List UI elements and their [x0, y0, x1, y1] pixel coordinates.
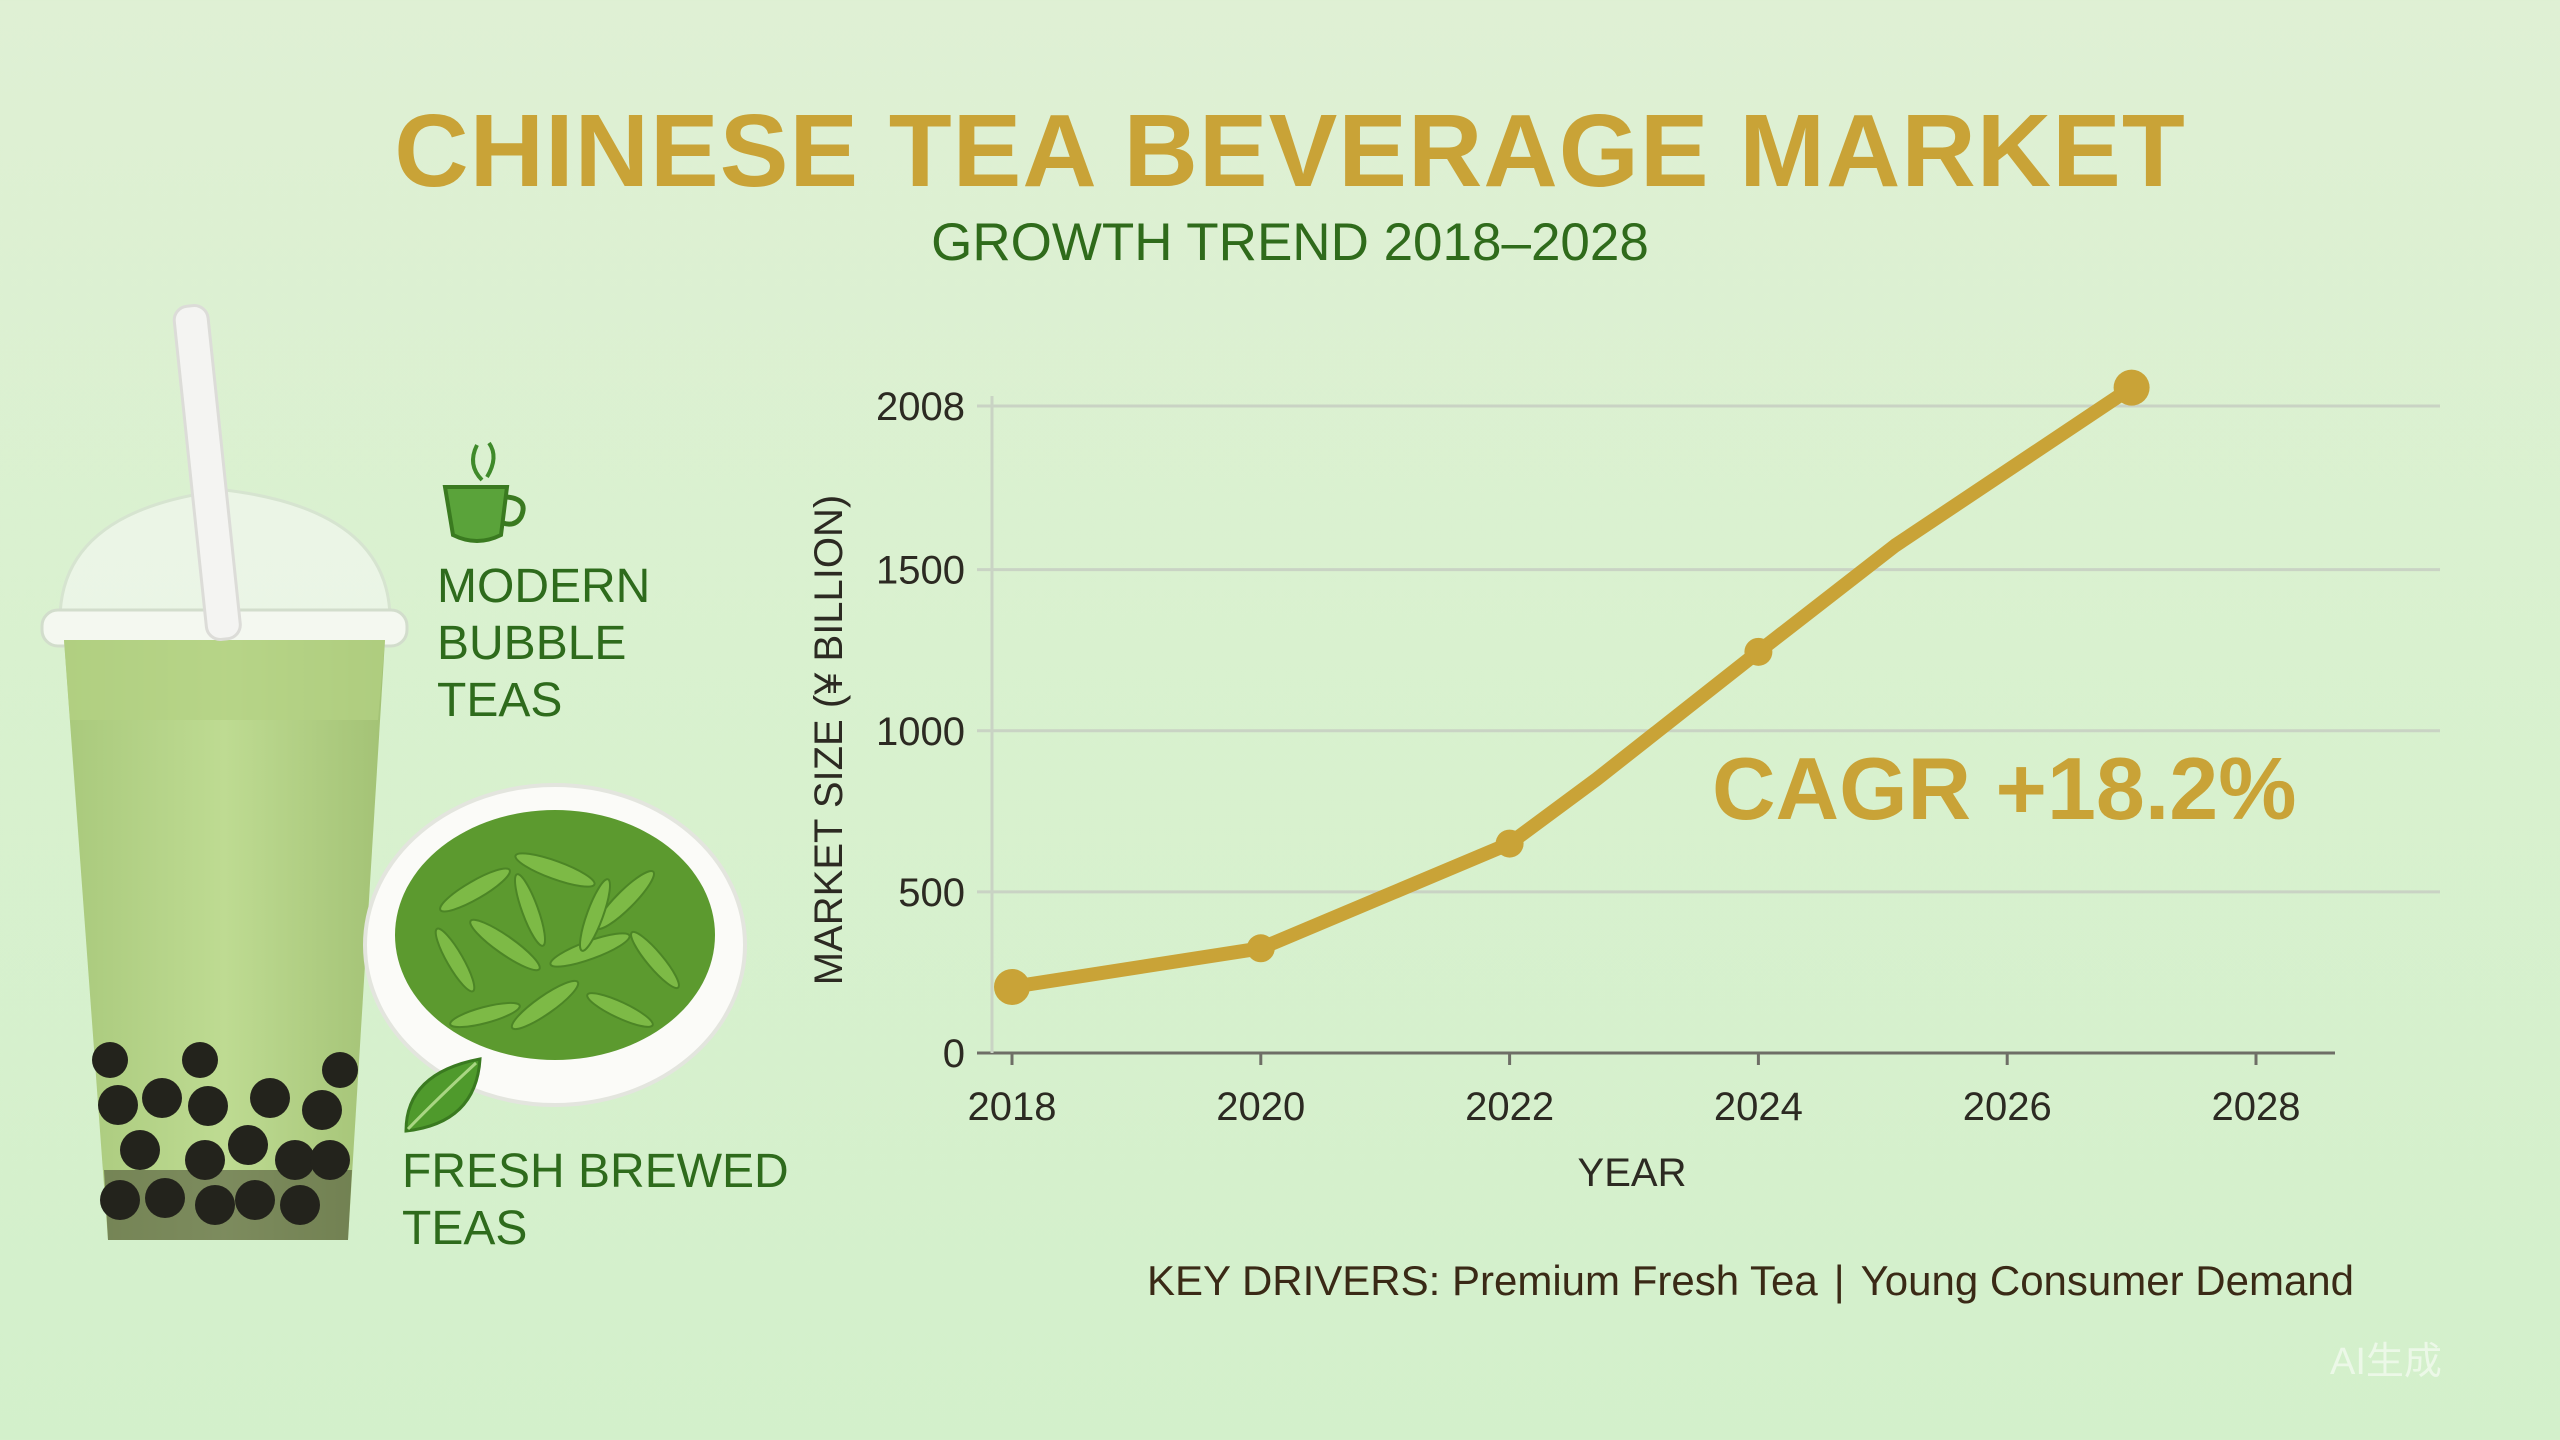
- leaf-icon: [404, 1057, 482, 1133]
- fresh-label-line: TEAS: [402, 1202, 528, 1255]
- x-tick-label: 2020: [1216, 1085, 1305, 1129]
- x-axis-title: YEAR: [1578, 1151, 1687, 1195]
- key-drivers-footer: KEY DRIVERS: Premium Fresh Tea | Young Con…: [1147, 1257, 2354, 1305]
- x-tick-label: 2026: [1963, 1085, 2052, 1129]
- tick-labels: 0 500 1000 1500 2008 2018 2020 2022 2024 2026 2028: [876, 385, 2300, 1129]
- fresh-brewed-teas-label: FRESH BREWED TEAS: [402, 1143, 789, 1257]
- series-line-path: [1005, 380, 2139, 994]
- page-subtitle: GROWTH TREND 2018–2028: [931, 213, 1649, 272]
- tea-leaves-bowl-illustration: [363, 783, 747, 1107]
- chart-axes: [977, 396, 2335, 1065]
- teacup-icon: [442, 441, 526, 543]
- modern-label-line: MODERN: [437, 560, 651, 613]
- watermark: AI生成: [2330, 1341, 2442, 1383]
- x-tick-label: 2022: [1465, 1085, 1554, 1129]
- grid-lines: [977, 404, 2440, 894]
- data-point: [994, 968, 1030, 1005]
- y-tick-label: 500: [898, 871, 965, 915]
- y-tick-label: 1000: [876, 710, 965, 754]
- bubble-tea-cup-illustration: [40, 304, 409, 1240]
- x-tick-label: 2024: [1714, 1085, 1803, 1129]
- fresh-label-line: FRESH BREWED: [402, 1145, 789, 1198]
- data-point: [1246, 934, 1275, 963]
- modern-label-line: BUBBLE: [437, 617, 627, 670]
- x-tick-label: 2028: [2212, 1085, 2301, 1129]
- cagr-annotation: CAGR +18.2%: [1712, 739, 2297, 838]
- y-axis-title: MARKET SIZE (¥ BILLION): [807, 495, 851, 986]
- x-tick-label: 2018: [968, 1085, 1057, 1129]
- y-tick-label: 1500: [876, 549, 965, 593]
- data-point: [1744, 637, 1773, 666]
- page-title: CHINESE TEA BEVERAGE MARKET: [394, 93, 2186, 208]
- series-line: [1005, 380, 2139, 994]
- y-tick-label: 2008: [876, 385, 965, 429]
- modern-label-line: TEAS: [437, 674, 563, 727]
- data-point: [1495, 829, 1524, 858]
- modern-bubble-teas-label: MODERN BUBBLE TEAS: [437, 558, 650, 729]
- data-points: [994, 369, 2150, 1005]
- key-driver-item: Young Consumer Demand: [1860, 1257, 2355, 1304]
- data-point: [2113, 369, 2150, 406]
- key-drivers-prefix: KEY DRIVERS:: [1147, 1257, 1441, 1304]
- y-tick-label: 0: [943, 1032, 965, 1076]
- key-drivers-separator: |: [1833, 1257, 1845, 1304]
- key-driver-item: Premium Fresh Tea: [1452, 1257, 1818, 1304]
